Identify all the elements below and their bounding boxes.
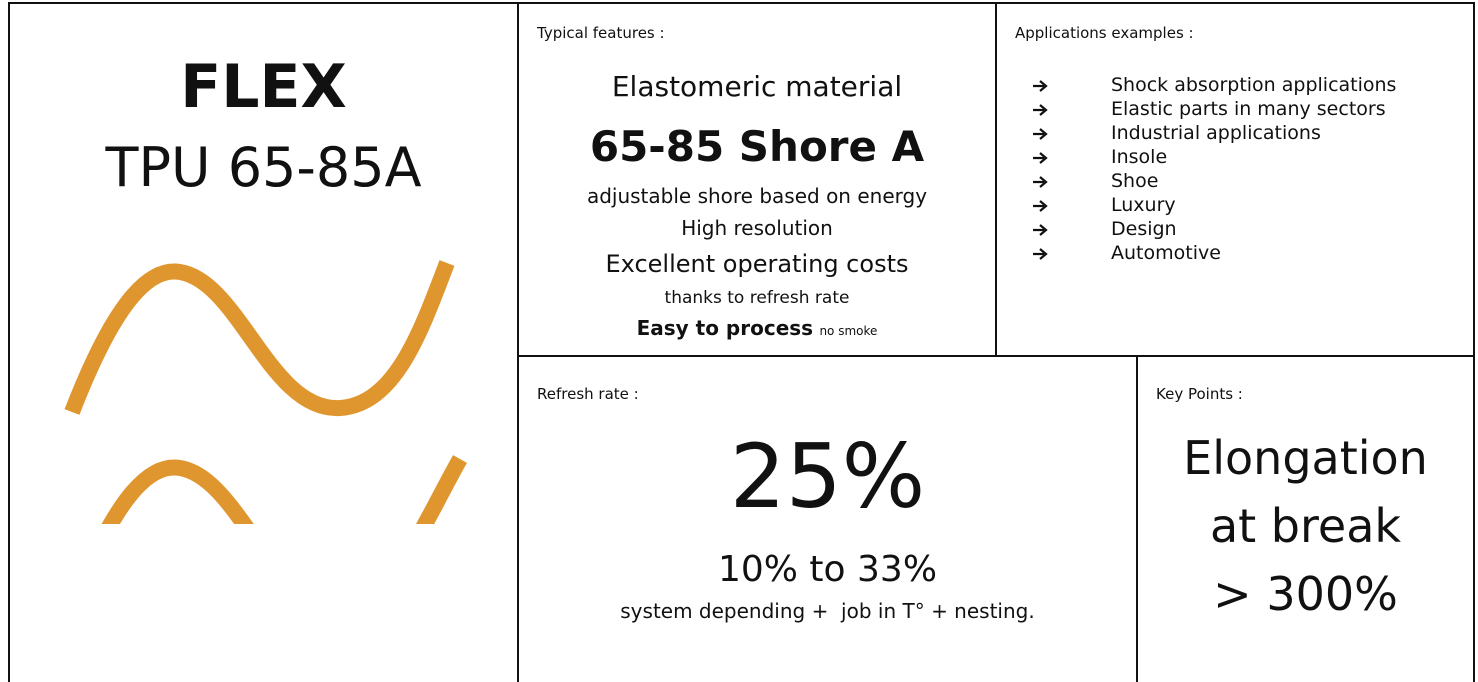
feature-line: Elastomeric material (519, 70, 995, 103)
application-text: Shock absorption applications (1111, 74, 1396, 96)
application-item: Design (997, 218, 1473, 242)
key-point-line: Elongation (1138, 431, 1473, 485)
feature-line: Excellent operating costs (519, 250, 995, 278)
application-text: Shoe (1111, 170, 1158, 192)
section-heading: Key Points : (1156, 385, 1243, 403)
feature-note: no smoke (819, 324, 877, 338)
application-text: Elastic parts in many sectors (1111, 98, 1386, 120)
refresh-value: 25% (519, 425, 1136, 528)
arrow-icon (1033, 104, 1049, 116)
application-item: Automotive (997, 242, 1473, 266)
key-points-panel: Key Points : Elongation at break > 300% (1136, 355, 1475, 682)
refresh-range: 10% to 33% (519, 549, 1136, 590)
application-text: Design (1111, 218, 1177, 240)
section-heading: Applications examples : (1015, 24, 1194, 42)
arrow-icon (1033, 152, 1049, 164)
application-text: Insole (1111, 146, 1167, 168)
arrow-icon (1033, 200, 1049, 212)
applications-panel: Applications examples : Shock absorption… (995, 2, 1475, 357)
key-point-line: at break (1138, 499, 1473, 553)
application-item: Shock absorption applications (997, 74, 1473, 98)
application-item: Insole (997, 146, 1473, 170)
features-panel: Typical features : Elastomeric material … (517, 2, 997, 357)
feature-closing: Easy to process (637, 316, 813, 340)
application-item: Elastic parts in many sectors (997, 98, 1473, 122)
section-heading: Refresh rate : (537, 385, 639, 403)
section-heading: Typical features : (537, 24, 665, 42)
feature-line: High resolution (519, 216, 995, 240)
arrow-icon (1033, 224, 1049, 236)
arrow-icon (1033, 80, 1049, 92)
feature-line: thanks to refresh rate (519, 288, 995, 308)
application-item: Industrial applications (997, 122, 1473, 146)
feature-line: adjustable shore based on energy (519, 184, 995, 208)
arrow-icon (1033, 176, 1049, 188)
key-point-line: > 300% (1138, 567, 1473, 621)
feature-line: 65-85 Shore A (519, 122, 995, 171)
application-item: Shoe (997, 170, 1473, 194)
product-panel: FLEX TPU 65-85A (8, 2, 519, 682)
application-text: Luxury (1111, 194, 1176, 216)
application-text: Automotive (1111, 242, 1221, 264)
refresh-panel: Refresh rate : 25% 10% to 33% system dep… (517, 355, 1138, 682)
arrow-icon (1033, 248, 1049, 260)
page: FLEX TPU 65-85A Typical features : Elast… (0, 0, 1478, 682)
wave-icon (10, 4, 517, 524)
application-item: Luxury (997, 194, 1473, 218)
refresh-note: system depending + job in T° + nesting. (519, 599, 1136, 623)
feature-line: Easy to process no smoke (519, 316, 995, 340)
application-text: Industrial applications (1111, 122, 1321, 144)
arrow-icon (1033, 128, 1049, 140)
